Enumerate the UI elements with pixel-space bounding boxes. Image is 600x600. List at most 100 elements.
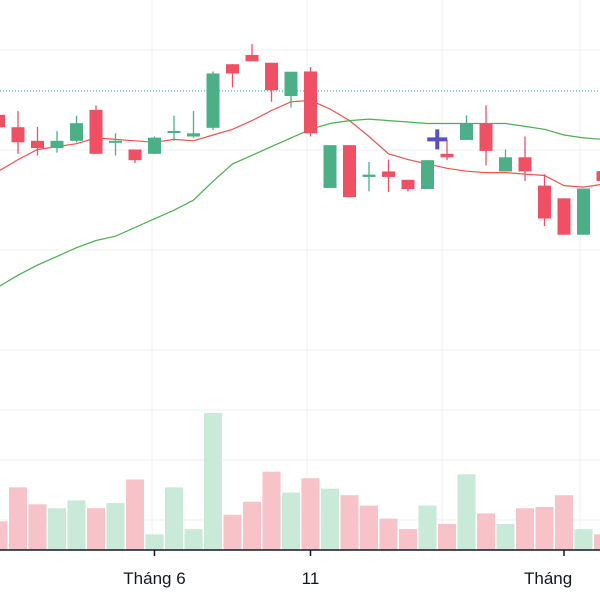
candle: [187, 111, 200, 138]
candle: [323, 145, 337, 188]
volume-bar: [340, 495, 359, 550]
candle: [284, 71, 298, 108]
volume-bar: [360, 505, 378, 550]
candle: [70, 115, 83, 143]
volume-bar: [574, 529, 593, 550]
volume-bar: [262, 471, 281, 550]
volume-bar: [28, 504, 47, 550]
crosshair-plus-icon: [427, 129, 448, 150]
candle: [499, 149, 512, 172]
candle-body: [304, 71, 317, 134]
x-tick-label: Tháng 6: [123, 569, 185, 588]
candle: [226, 64, 239, 88]
candle-body: [89, 109, 103, 154]
candle-body: [518, 157, 532, 172]
volume-bar: [0, 521, 8, 550]
candle: [89, 105, 103, 154]
candle: [343, 145, 356, 198]
volume-bar: [535, 506, 554, 550]
volume-bar: [418, 505, 437, 550]
candle-body: [31, 140, 44, 149]
volume-bar: [165, 487, 183, 550]
volume-bar: [9, 487, 27, 550]
candle: [401, 179, 415, 192]
candle: [304, 67, 317, 137]
candle-body: [50, 140, 64, 149]
volume-bar: [87, 508, 105, 550]
volume-bar: [223, 514, 242, 550]
candle-body: [421, 160, 434, 190]
candle: [148, 136, 161, 154]
volume-bar: [48, 508, 66, 550]
candle: [382, 159, 395, 192]
candle: [245, 44, 259, 62]
volume-bar: [282, 492, 300, 550]
candle: [518, 136, 532, 181]
candle: [167, 115, 181, 141]
x-axis: Tháng 6 11 Tháng: [0, 549, 600, 588]
candle: [362, 161, 376, 192]
candle: [265, 62, 278, 102]
candle: [577, 188, 590, 235]
candle-body: [479, 123, 493, 151]
volume-bar: [438, 523, 456, 550]
candle-body: [167, 130, 181, 133]
volume-bar: [457, 474, 476, 550]
volume-bar: [204, 412, 222, 550]
candle-body: [362, 174, 376, 177]
candle-body: [284, 71, 298, 97]
candle-body: [11, 127, 25, 143]
candle: [460, 115, 473, 140]
candle-body: [109, 140, 122, 143]
candle: [421, 160, 434, 190]
candle-body: [0, 114, 5, 128]
candle-body: [206, 73, 220, 128]
volume-bar: [477, 513, 495, 550]
candle-body: [343, 145, 356, 198]
volume-bar: [301, 478, 320, 550]
candle: [440, 139, 454, 161]
volume-bar: [184, 529, 203, 550]
candle-body: [187, 133, 200, 137]
candle: [557, 198, 571, 235]
x-tick-label: Tháng: [524, 569, 572, 588]
x-tick-label: 11: [302, 569, 320, 588]
candle: [109, 133, 122, 156]
candle-body: [148, 137, 161, 154]
candle-body: [265, 62, 278, 91]
crosshair-marker: [427, 129, 448, 150]
volume-bar: [379, 518, 398, 550]
candle-body: [226, 64, 239, 74]
candle-body: [401, 179, 415, 190]
candles: [0, 44, 600, 235]
volume-bar: [126, 479, 144, 550]
candle-body: [440, 153, 454, 158]
candle: [31, 126, 44, 156]
volume-bar: [321, 488, 339, 550]
volume-bar: [555, 495, 573, 550]
candle-body: [577, 188, 590, 235]
volume-bar: [145, 534, 164, 550]
volume-bar: [516, 508, 534, 550]
candle-body: [245, 54, 259, 62]
moving-average-line-2: [0, 118, 600, 287]
candle: [0, 114, 5, 128]
volume-bar: [106, 503, 125, 550]
candle-body: [323, 145, 337, 188]
candle-body: [382, 171, 395, 177]
candle: [596, 171, 600, 181]
volume-bar: [67, 500, 86, 550]
volume-bar: [243, 501, 261, 550]
candle: [50, 130, 64, 153]
volume-bar: [496, 523, 515, 550]
grid: [0, 0, 600, 550]
candle-body: [557, 198, 571, 235]
candle-body: [499, 157, 512, 172]
candle-body: [460, 123, 473, 140]
candle: [538, 174, 551, 227]
candle: [128, 149, 142, 164]
candle-body: [70, 123, 83, 141]
candle-body: [128, 149, 142, 161]
